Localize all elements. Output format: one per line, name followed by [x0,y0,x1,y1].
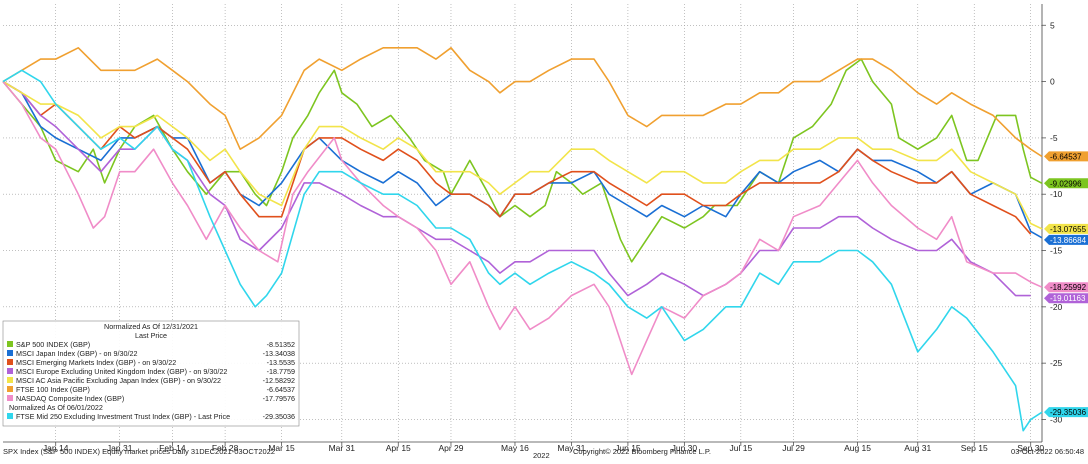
legend-swatch-7 [7,395,13,401]
end-tag-3 [1044,223,1088,234]
end-tag-label-4: -13.86684 [1050,236,1087,245]
x-tick-label: Jun 30 [672,443,698,453]
y-tick-label: -25 [1050,358,1063,368]
y-tick-label: 0 [1050,77,1055,87]
x-tick-label: Feb 28 [212,443,239,453]
x-tick-label: Apr 15 [386,443,411,453]
legend-swatch-3 [7,359,13,365]
footer-source: SPX Index (S&P 500 INDEX) Equity market … [3,447,276,456]
x-tick-label: Jan 31 [107,443,133,453]
end-tag-label-7: -29.35036 [1050,408,1087,417]
legend-entry-label-2: MSCI Japan Index (GBP) - on 9/30/22 [16,349,137,358]
legend-entry-label-5: MSCI AC Asia Pacific Excluding Japan Ind… [16,376,221,385]
x-tick-label: Aug 15 [844,443,871,453]
legend-entry-value-6: -6.64537 [267,385,295,394]
x-tick-label: May 31 [558,443,586,453]
x-axis-year-label: 2022 [533,451,550,459]
series-line-3 [2,80,1032,235]
x-tick-label: Jul 15 [729,443,752,453]
legend-entry-value-8: -29.35036 [263,412,295,421]
x-tick-label: Mar 15 [268,443,295,453]
end-tag-1 [1044,151,1088,162]
series-line-5 [2,80,1043,230]
end-tag-5 [1044,282,1088,293]
footer-timestamp: 03-Oct-2022 06:50:48 [1011,447,1084,456]
legend-mid-header: Normalized As Of 06/01/2022 [9,403,103,412]
y-tick-label: -30 [1050,414,1063,424]
x-tick-label: Feb 14 [159,443,186,453]
y-tick-label: -10 [1050,189,1063,199]
x-tick-label: Sep 15 [961,443,988,453]
legend-entry-label-6: FTSE 100 Index (GBP) [16,385,90,394]
x-tick-label: Sep 30 [1017,443,1044,453]
legend-entry-value-3: -13.5535 [267,358,295,367]
end-tag-4 [1044,234,1088,245]
series-line-7 [2,81,1043,376]
y-tick-label: -15 [1050,246,1063,256]
series-line-6 [2,46,1043,158]
end-tag-label-3: -13.07655 [1050,225,1087,234]
chart-footer: SPX Index (S&P 500 INDEX) Equity market … [0,445,1088,459]
legend-swatch-2 [7,350,13,356]
legend-swatch-8 [7,413,13,419]
end-tag-6 [1044,293,1088,304]
series-line-8 [2,69,1043,432]
legend-entry-value-1: -8.51352 [267,340,295,349]
series-line-1 [2,58,1043,263]
y-tick-label: 5 [1050,20,1055,30]
x-tick-label: May 16 [501,443,529,453]
legend-swatch-6 [7,386,13,392]
y-tick-label: -20 [1050,302,1063,312]
x-tick-label: Jul 29 [782,443,805,453]
x-tick-label: Apr 29 [438,443,463,453]
end-tag-label-6: -19.01163 [1050,294,1086,303]
legend-entry-label-1: S&P 500 INDEX (GBP) [16,340,90,349]
legend-entry-label-3: MSCI Emerging Markets Index (GBP) - on 9… [16,358,176,367]
legend-entry-value-5: -12.58292 [263,376,295,385]
end-tag-label-1: -6.64537 [1050,152,1082,161]
legend-entry-value-7: -17.79576 [263,394,295,403]
legend-entry-value-2: -13.34038 [263,349,295,358]
x-tick-label: Aug 31 [904,443,931,453]
x-tick-label: Jan 14 [43,443,69,453]
legend-title: Normalized As Of 12/31/2021 [104,322,198,331]
x-tick-label: Jun 15 [615,443,641,453]
end-tag-label-5: -18.25992 [1050,283,1087,292]
legend-swatch-1 [7,341,13,347]
end-tag-2 [1044,178,1088,189]
legend-subtitle: Last Price [135,331,167,340]
legend-entry-label-4: MSCI Europe Excluding United Kingdom Ind… [16,367,227,376]
legend-entry-label-8: FTSE Mid 250 Excluding Investment Trust … [16,412,230,421]
end-tag-label-2: -9.02996 [1050,179,1082,188]
legend-box [2,320,300,427]
y-tick-label: -5 [1050,133,1058,143]
x-tick-label: Mar 31 [329,443,356,453]
legend-entry-label-7: NASDAQ Composite Index (GBP) [16,394,124,403]
legend-entry-value-4: -18.7759 [267,367,295,376]
legend-swatch-5 [7,377,13,383]
footer-copyright: Copyright© 2022 Bloomberg Finance L.P. [573,447,711,456]
legend-swatch-4 [7,368,13,374]
end-tag-7 [1044,407,1088,418]
